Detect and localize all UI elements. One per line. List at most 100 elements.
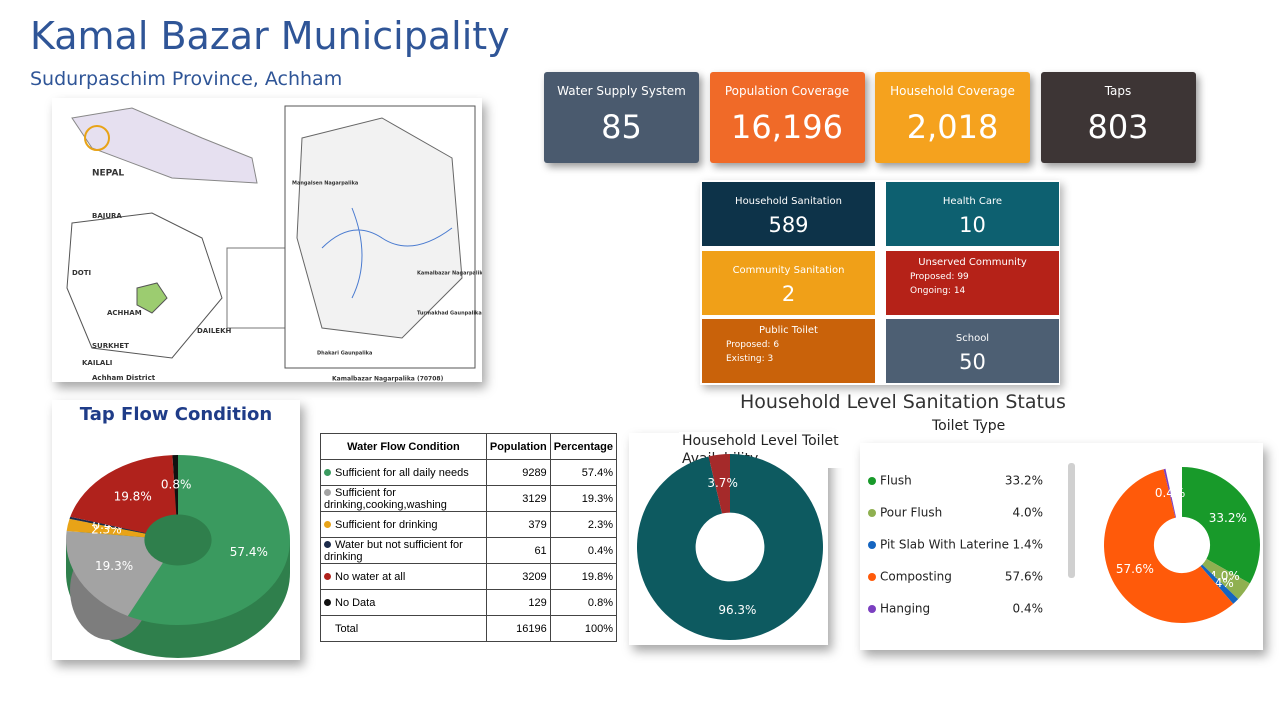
cell-text: Sufficient for drinking (335, 518, 438, 531)
row-marker (324, 540, 331, 548)
row-marker (324, 488, 331, 496)
legend-label: Pour Flush (880, 506, 942, 520)
table-cell: 9289 (485, 459, 551, 486)
cell-text: 0.8% (587, 596, 613, 609)
pie-slice (172, 455, 178, 515)
slice-label: 3.7% (707, 476, 738, 490)
kpi-card: Population Coverage 16,196 (709, 72, 865, 163)
map-label: Mangalsen Nagarpalika (292, 181, 358, 187)
cell-text: 3209 (522, 570, 547, 583)
tile-line: Proposed: 99 (910, 271, 969, 282)
slice-label: 33.2% (1209, 511, 1247, 525)
table-cell: 61 (485, 537, 551, 564)
cell-text: 100% (584, 622, 613, 635)
tile-label: School (955, 333, 990, 344)
cell-text: Sufficient for all daily needs (335, 466, 469, 479)
cell-text: No Data (335, 596, 376, 609)
map-label: SURKHET (92, 342, 129, 350)
map-label: Kamalbazar Nagarpalika (70708) (332, 376, 444, 383)
cell-text: 19.3% (581, 492, 613, 505)
kpi-card: Taps 803 (1040, 72, 1196, 163)
table-cell: 57.4% (549, 459, 618, 486)
legend-value: 57.6% (1005, 570, 1043, 584)
pie-slice (66, 530, 163, 616)
tile-label: Unserved Community (918, 256, 1027, 268)
kpi-label: Taps (1104, 84, 1132, 98)
table-cell: 19.3% (549, 485, 618, 512)
legend-value: 4.0% (1013, 506, 1044, 520)
tile-value: 2 (781, 281, 796, 306)
map-label: KAILALI (82, 359, 112, 367)
sanitation-tile: Household Sanitation 589 (702, 182, 875, 246)
table-header: Water Flow Condition (320, 433, 487, 460)
pie-slice (66, 518, 146, 538)
tile-label: Community Sanitation (732, 264, 845, 276)
table-cell: 16196 (485, 615, 551, 642)
table-cell: 0.4% (549, 537, 618, 564)
cell-text: 3129 (522, 492, 547, 505)
map-legend (226, 247, 286, 329)
sanitation-tile: Community Sanitation 2 (702, 250, 875, 315)
tile-value: 589 (768, 213, 809, 237)
kpi-value: 2,018 (906, 108, 999, 146)
pie-slice (636, 454, 823, 640)
cell-text: 129 (528, 596, 547, 609)
slice-label: 57.4% (230, 545, 268, 559)
municipality-shape (136, 282, 168, 314)
legend-label: Flush (880, 474, 912, 488)
legend-marker (868, 509, 876, 517)
slice-label: 0.8% (161, 477, 192, 491)
pie-slice (127, 455, 291, 626)
slice-label: 19.3% (95, 559, 133, 573)
legend-marker (868, 541, 876, 549)
tile-label: Public Toilet (759, 325, 818, 336)
table-cell: Water but not sufficient for drinking (320, 537, 487, 564)
sanitation-tile: Unserved Community Proposed: 99 Ongoing: 1… (886, 250, 1059, 315)
sanitation-tile: Public Toilet Proposed: 6 Existing: 3 (702, 319, 875, 383)
sanitation-tile: School 50 (886, 319, 1059, 383)
legend-marker (868, 477, 876, 485)
tile-label: Health Care (942, 196, 1003, 207)
kpi-label: Population Coverage (724, 84, 850, 98)
highlight (84, 125, 110, 151)
kpi-value: 803 (1087, 108, 1149, 146)
table-cell: Sufficient for drinking (320, 511, 487, 538)
map-label: Kamalbazar Nagarpalika (417, 271, 482, 277)
tile-line: Proposed: 6 (726, 340, 780, 350)
nagarpalika-outline (296, 117, 463, 339)
slice-label: 57.6% (1116, 562, 1154, 576)
legend-label: Composting (880, 570, 952, 584)
scrollbar (1068, 463, 1075, 578)
legend-label: Hanging (880, 602, 930, 616)
slice-label: 0.4% (1155, 486, 1186, 500)
flow-table: Water Flow Condition Population Percentage… (320, 433, 618, 642)
pie-slice (708, 454, 730, 514)
pie-slice (1202, 558, 1250, 600)
table-cell: Sufficient for all daily needs (320, 459, 487, 486)
map-label: BAJURA (92, 212, 122, 220)
cell-text: Total (335, 622, 359, 635)
cell-text: 0.4% (587, 544, 613, 557)
map-label: Turmakhad Gaunpalika (417, 311, 482, 317)
table-cell: 100% (549, 615, 618, 642)
toilet-type-title: Toilet Type (932, 418, 1006, 434)
kpi-label: Water Supply System (557, 84, 686, 98)
table-header: Percentage (549, 433, 618, 460)
map-label: Dhakari Gaunpalika (317, 351, 372, 357)
kpi-label: Household Coverage (890, 84, 1015, 98)
tile-label: Household Sanitation (735, 196, 842, 207)
row-marker (324, 598, 331, 606)
nepal-outline (71, 107, 258, 184)
cell-text: No water at all (335, 570, 406, 583)
pie-slice (1200, 564, 1239, 604)
cell-text: 9289 (522, 466, 547, 479)
slice-label: 19.8% (114, 489, 152, 503)
row-marker (324, 520, 331, 528)
map-image: NEPAL BAJURA DOTI ACHHAM DAILEKH SURKHET KAILA… (52, 98, 486, 383)
legend-value: 1.4% (1013, 538, 1044, 552)
cell-text: 61 (534, 544, 547, 557)
map-label: ACHHAM (107, 309, 142, 317)
map-label: DAILEKH (197, 327, 231, 335)
